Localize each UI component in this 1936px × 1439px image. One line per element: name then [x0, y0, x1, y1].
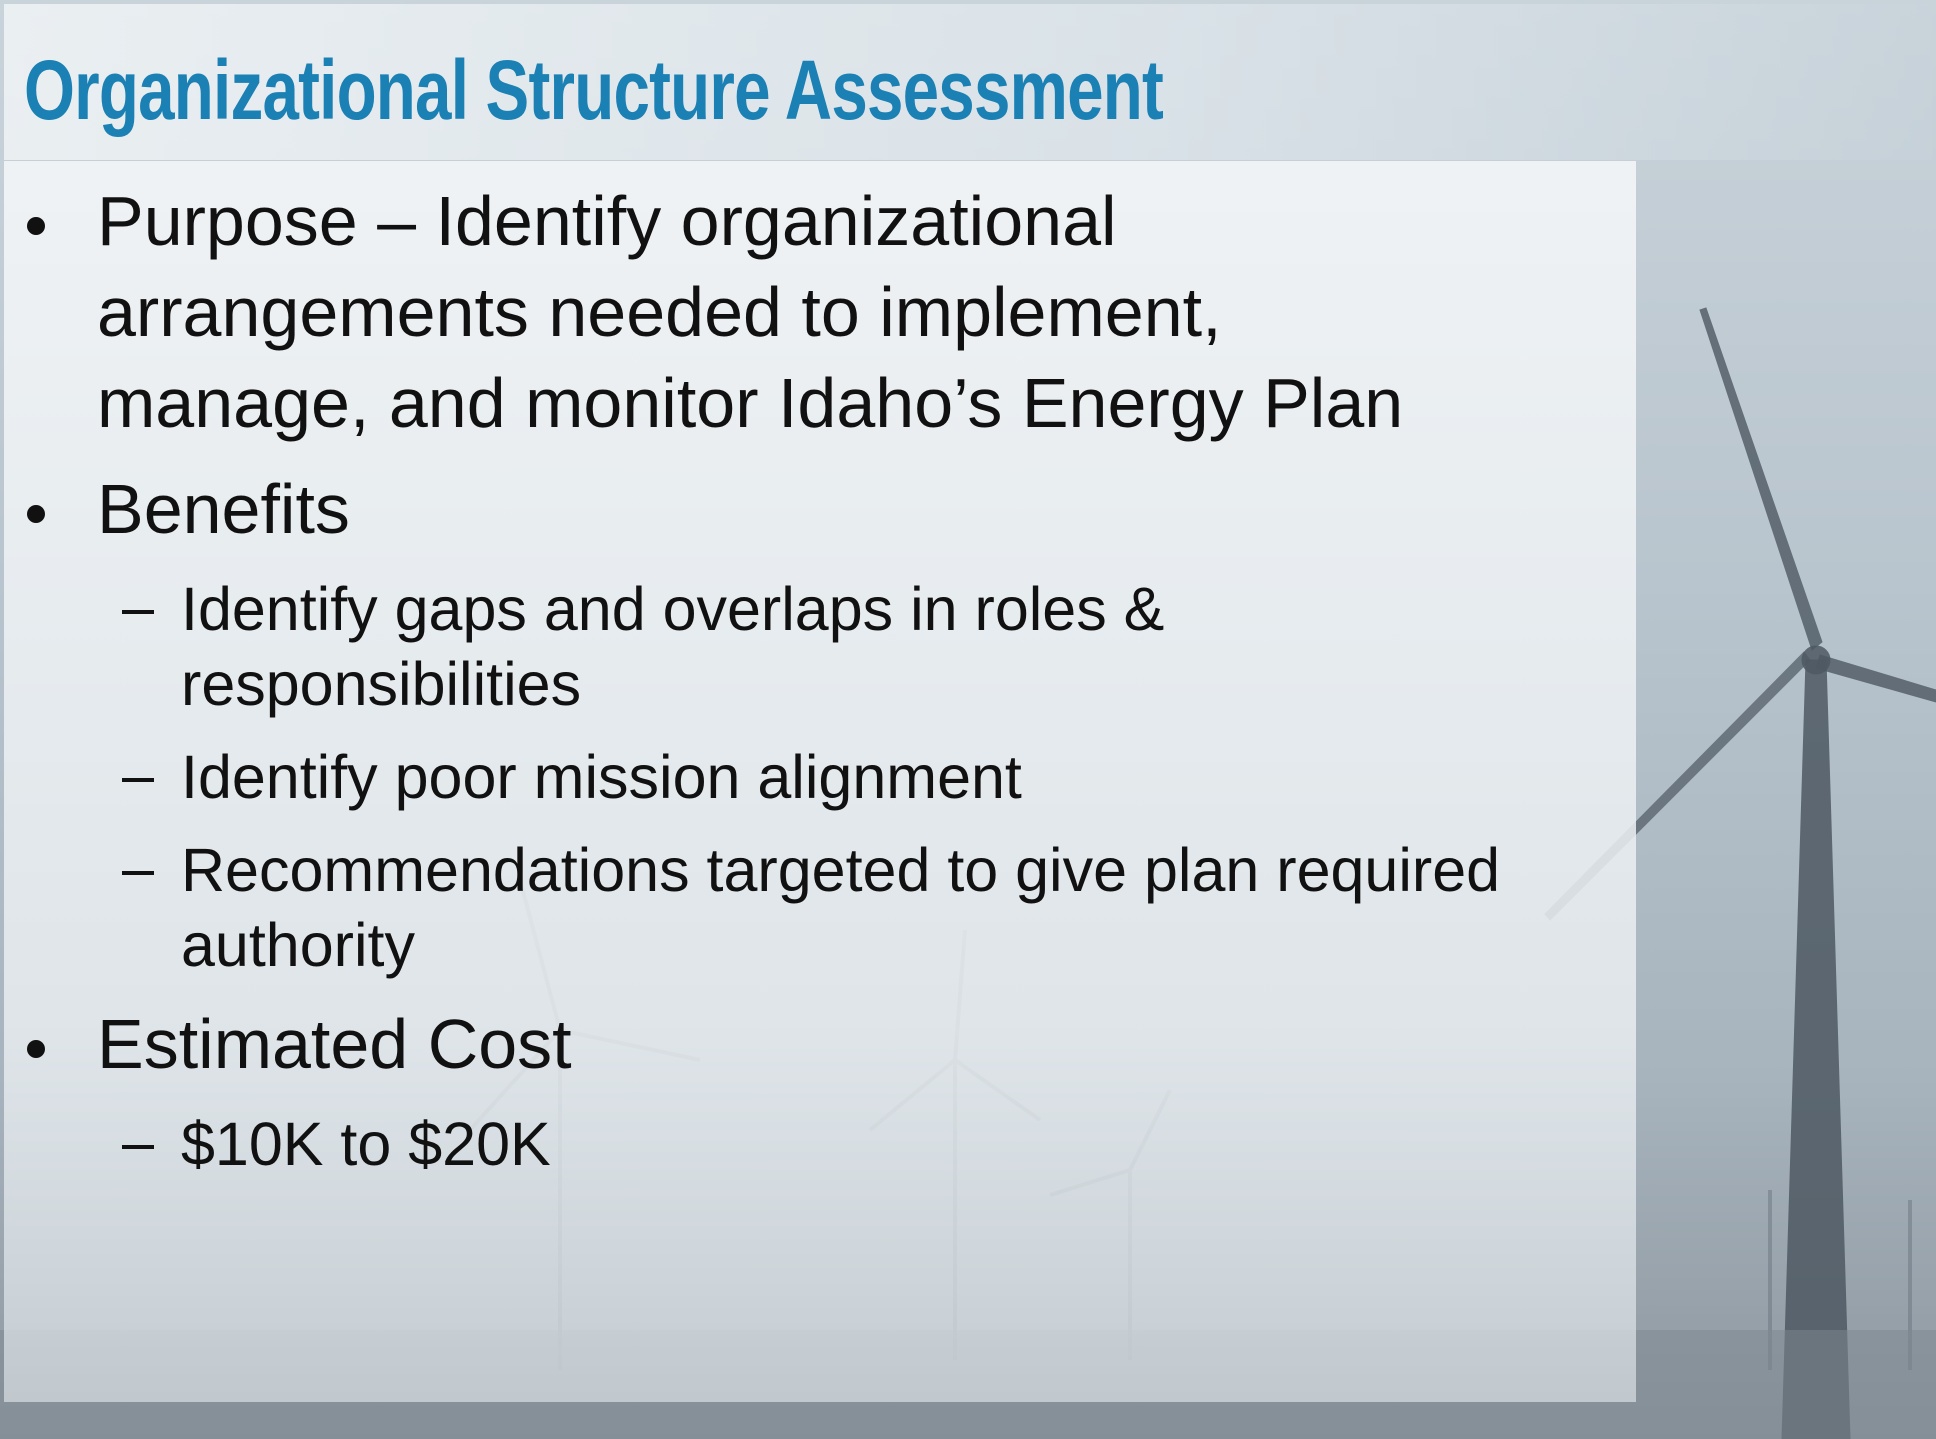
- bullet-text: Estimated Cost: [97, 1009, 572, 1079]
- slide: Organizational Structure Assessment Purp…: [0, 0, 1936, 1439]
- bullet-marker: [27, 505, 45, 523]
- sub-bullet-text: Identify gaps and overlaps in roles &: [181, 579, 1164, 640]
- sub-bullet-text: responsibilities: [181, 654, 581, 715]
- sub-bullet-text: $10K to $20K: [181, 1114, 551, 1175]
- sub-bullet-marker: [122, 1145, 154, 1149]
- bullet-marker: [27, 217, 45, 235]
- bullet-text: Benefits: [97, 474, 350, 544]
- sub-bullet-marker: [122, 610, 154, 614]
- bullet-text: manage, and monitor Idaho’s Energy Plan: [97, 368, 1403, 438]
- bullet-marker: [27, 1040, 45, 1058]
- sub-bullet-text: Identify poor mission alignment: [181, 747, 1022, 808]
- sub-bullet-marker: [122, 871, 154, 875]
- sub-bullet-marker: [122, 778, 154, 782]
- slide-title: Organizational Structure Assessment: [24, 42, 1163, 139]
- sub-bullet-text: Recommendations targeted to give plan re…: [181, 840, 1500, 901]
- sub-bullet-text: authority: [181, 915, 415, 976]
- bullet-text: arrangements needed to implement,: [97, 277, 1222, 347]
- bullet-text: Purpose – Identify organizational: [97, 186, 1117, 256]
